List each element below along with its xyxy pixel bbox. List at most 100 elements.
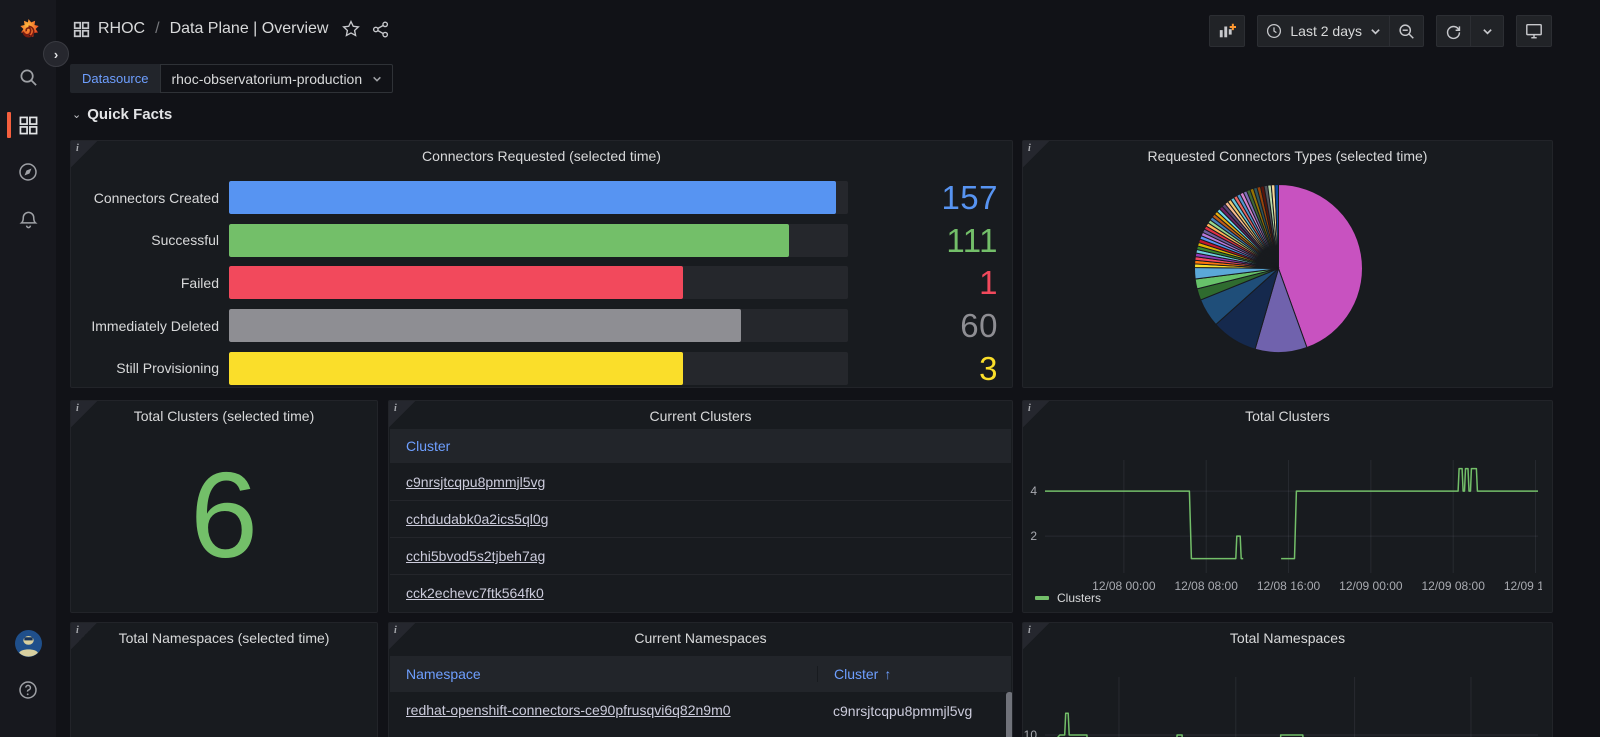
datasource-picker: Datasource rhoc-observatorium-production — [70, 64, 394, 93]
column-header-cluster[interactable]: Cluster ↑ — [817, 666, 1011, 682]
panel-info-icon[interactable]: i — [389, 401, 415, 427]
panel-title[interactable]: Total Namespaces — [1229, 630, 1346, 646]
panel-title[interactable]: Current Namespaces — [634, 630, 767, 646]
chevron-down-icon: ⌄ — [72, 109, 82, 121]
sort-ascending-icon: ↑ — [884, 666, 892, 682]
search-icon — [20, 69, 37, 86]
share-icon[interactable] — [372, 21, 389, 38]
breadcrumb-root[interactable]: RHOC — [98, 20, 146, 37]
cluster-link[interactable]: c9nrsjtcqpu8pmmjl5vg — [406, 473, 546, 490]
panel-info-icon[interactable]: i — [389, 623, 415, 649]
breadcrumb: RHOC / Data Plane | Overview — [73, 20, 389, 38]
pie-chart — [1194, 183, 1363, 353]
panel-title[interactable]: Current Clusters — [649, 408, 752, 424]
panel-title[interactable]: Requested Connectors Types (selected tim… — [1147, 148, 1428, 164]
panel-connectors-requested: i Connectors Requested (selected time) C… — [70, 140, 1013, 388]
breadcrumb-page: Data Plane | Overview — [169, 20, 329, 37]
panel-title[interactable]: Total Namespaces (selected time) — [118, 630, 330, 646]
panel-info-icon[interactable]: i — [71, 141, 97, 167]
sidebar-item-dashboards[interactable] — [0, 105, 56, 145]
refresh-button[interactable] — [1436, 15, 1470, 47]
kiosk-monitor-icon — [1526, 23, 1542, 39]
clock-icon — [1267, 23, 1282, 39]
chart-legend[interactable]: Clusters — [1035, 591, 1101, 605]
bar-fill — [229, 223, 790, 257]
bar-gauge-row: Connectors Created 157 — [87, 181, 998, 214]
sidebar-item-help[interactable] — [0, 670, 56, 710]
table-row: cchi5bvod5s2tjbeh7ag — [390, 537, 1011, 574]
bar-value: 157 — [941, 179, 998, 216]
add-panel-button[interactable] — [1209, 15, 1246, 47]
help-question-icon — [19, 681, 37, 699]
column-header-namespace[interactable]: Namespace — [406, 666, 481, 682]
bar-value: 111 — [946, 221, 998, 259]
bar-gauge-row: Failed 1 — [87, 266, 998, 300]
panel-info-icon[interactable]: i — [1023, 623, 1049, 649]
chevron-down-icon — [1482, 28, 1492, 35]
table-row: cck2echevc7ftk564fk0 — [390, 574, 1011, 611]
series-line — [1057, 712, 1304, 737]
svg-text:12/08 08:00: 12/08 08:00 — [1175, 579, 1239, 593]
sidebar-item-explore[interactable] — [0, 152, 56, 192]
svg-text:4: 4 — [1030, 484, 1037, 498]
cluster-link[interactable]: cchdudabk0a2ics5ql0g — [406, 511, 549, 527]
sidebar-expand-button[interactable]: › — [43, 41, 69, 67]
namespace-cell: redhat-openshift-connectors-ce90pfrusqvi… — [390, 702, 817, 720]
svg-text:12/08 16:00: 12/08 16:00 — [1257, 579, 1321, 593]
cluster-link[interactable]: cchi5bvod5s2tjbeh7ag — [406, 548, 546, 564]
bar-track — [229, 181, 848, 214]
panel-info-icon[interactable]: i — [1023, 401, 1049, 427]
user-avatar — [14, 629, 42, 657]
zoom-out-button[interactable] — [1389, 15, 1424, 47]
sidebar-item-alerting[interactable] — [0, 199, 56, 239]
sidebar-item-profile[interactable] — [0, 623, 56, 663]
table-header: Cluster — [390, 429, 1011, 463]
bar-label: Still Provisioning — [116, 360, 219, 377]
clusters-time-series: 2 4 12/08 00:00 12/08 08:00 12/08 16:00 12/09… — [1030, 460, 1542, 593]
sidebar — [0, 0, 56, 737]
svg-text:12/09 08:00: 12/09 08:00 — [1422, 579, 1486, 593]
panel-info-icon[interactable]: i — [71, 623, 97, 649]
bar-fill — [229, 351, 683, 385]
bar-label: Successful — [151, 232, 219, 249]
panel-info-icon[interactable]: i — [1023, 141, 1049, 167]
top-navigation: RHOC / Data Plane | Overview Last 2 days — [56, 0, 1600, 56]
kiosk-mode-button[interactable] — [1516, 15, 1552, 47]
panel-title[interactable]: Connectors Requested (selected time) — [422, 148, 661, 164]
panel-total-namespaces-stat: i Total Namespaces (selected time) 16 — [70, 622, 378, 737]
column-header-cluster[interactable]: Cluster — [406, 438, 451, 454]
favorite-star-icon[interactable] — [342, 20, 361, 38]
cluster-cell: c9nrsjtcqpu8pmmjl5vg — [833, 702, 973, 719]
clusters-table-body: c9nrsjtcqpu8pmmjl5vg cchdudabk0a2ics5ql0g… — [390, 463, 1011, 611]
bar-gauge-row: Still Provisioning 3 — [87, 351, 998, 385]
time-controls: Last 2 days — [1257, 15, 1424, 47]
panel-title[interactable]: Total Clusters — [1245, 408, 1330, 424]
panel-info-icon[interactable]: i — [71, 401, 97, 427]
panel-total-clusters-chart: i Total Clusters 2 4 12/08 00:00 12/08 08:0… — [1022, 400, 1553, 613]
bar-track — [229, 309, 848, 343]
refresh-controls — [1436, 15, 1504, 47]
bar-fill — [229, 266, 683, 300]
toolbar-actions: Last 2 days — [1209, 15, 1552, 47]
time-range-picker[interactable]: Last 2 days — [1257, 15, 1389, 47]
grafana-logo[interactable] — [0, 11, 56, 51]
section-title: Quick Facts — [87, 106, 173, 123]
panel-total-clusters-stat: i Total Clusters (selected time) 6 — [70, 400, 378, 613]
namespace-link[interactable]: redhat-openshift-connectors-ce90pfrusqvi… — [406, 701, 731, 718]
sidebar-item-search[interactable] — [0, 57, 56, 97]
bar-track — [229, 223, 848, 257]
refresh-interval-dropdown[interactable] — [1470, 15, 1504, 47]
table-scrollbar[interactable] — [1006, 692, 1012, 737]
datasource-dropdown[interactable]: rhoc-observatorium-production — [160, 64, 394, 93]
datasource-value: rhoc-observatorium-production — [171, 70, 363, 87]
panel-title[interactable]: Total Clusters (selected time) — [133, 408, 315, 424]
cluster-link[interactable]: cck2echevc7ftk564fk0 — [406, 585, 544, 601]
namespaces-time-series: 10 — [1024, 677, 1538, 737]
bar-value: 60 — [960, 307, 998, 345]
refresh-icon — [1446, 25, 1461, 39]
namespaces-table: Namespace Cluster ↑ redhat-openshift-con… — [390, 656, 1011, 729]
section-quick-facts[interactable]: ⌄ Quick Facts — [72, 106, 172, 123]
datasource-label: Datasource — [70, 64, 161, 93]
svg-text:2: 2 — [1030, 529, 1037, 543]
